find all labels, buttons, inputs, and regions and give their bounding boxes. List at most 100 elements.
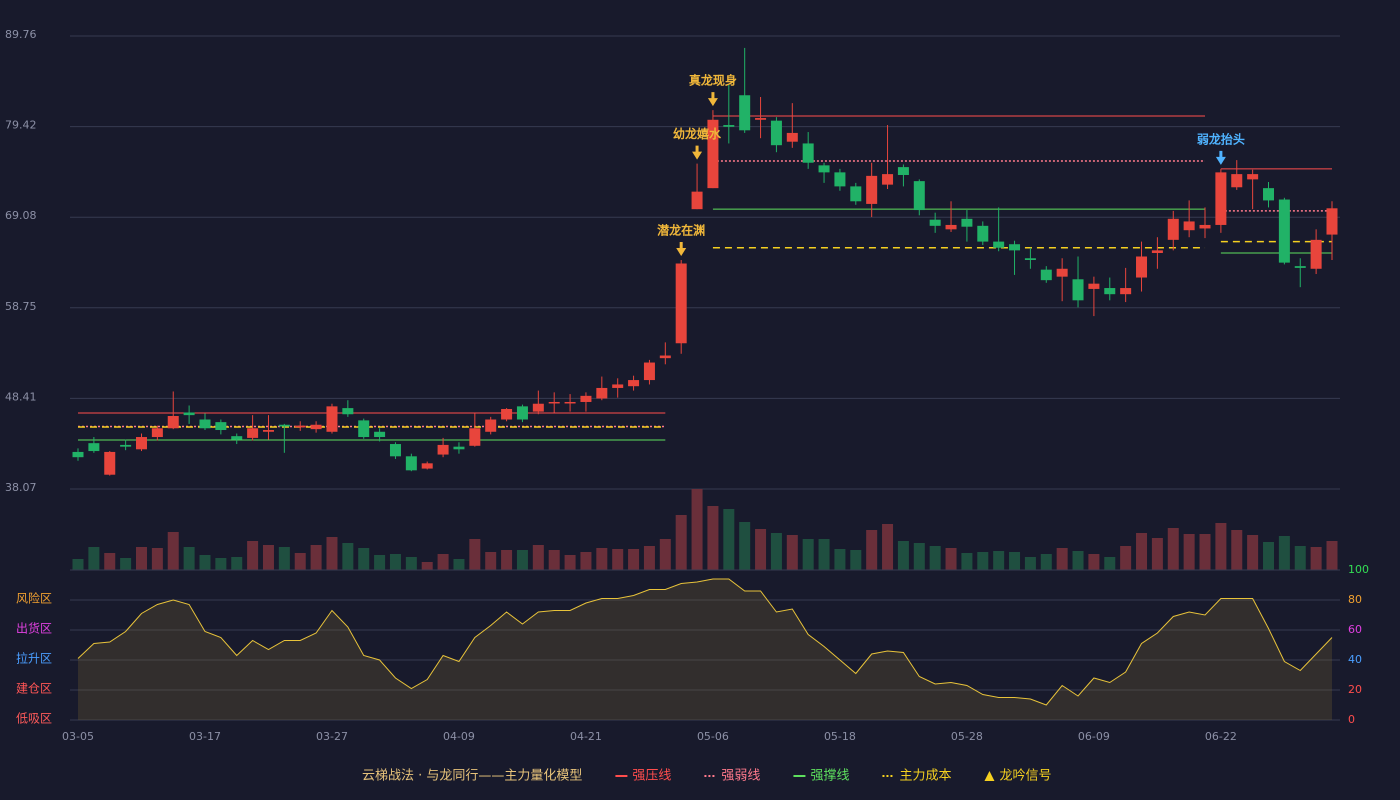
candle-body: [1009, 244, 1021, 251]
candle-body: [1151, 250, 1163, 253]
candle-body: [516, 406, 528, 420]
candle-body: [469, 428, 481, 446]
volume-bar: [501, 550, 513, 570]
volume-bar: [850, 550, 862, 570]
signal-label: 真龙现身: [689, 73, 737, 88]
volume-bar: [1056, 548, 1068, 570]
volume-bar: [1215, 523, 1227, 570]
candle-body: [1215, 172, 1227, 225]
candle-body: [913, 181, 925, 211]
candle-body: [183, 412, 195, 416]
zone-label: 低吸区: [16, 712, 52, 726]
volume-bar: [1009, 552, 1021, 570]
candle-body: [755, 118, 767, 120]
candle-body: [945, 224, 957, 230]
volume-bar: [977, 552, 989, 570]
volume-bar: [1072, 551, 1084, 570]
signal-arrow: [707, 92, 718, 107]
y-tick-label: 89.76: [5, 28, 37, 41]
volume-bar: [628, 549, 640, 570]
volume-bar: [453, 559, 465, 570]
x-tick-label: 05-18: [824, 730, 856, 743]
candle-body: [342, 408, 354, 415]
volume-bar: [802, 539, 814, 570]
candle-body: [104, 451, 116, 475]
volume-bar: [1183, 534, 1195, 570]
legend-label: 强弱线: [721, 769, 760, 784]
volume-bar: [913, 543, 925, 570]
candle-body: [167, 415, 179, 429]
candle-body: [1040, 269, 1052, 281]
candle-body: [739, 95, 751, 131]
volume-bar: [278, 547, 290, 570]
volume-bar: [866, 530, 878, 570]
volume-bar: [1040, 554, 1052, 570]
volume-bar: [262, 545, 274, 570]
candle-body: [818, 165, 830, 173]
volume-bar: [88, 547, 100, 570]
volume-bar: [818, 539, 830, 570]
volume-bar: [643, 546, 655, 570]
candle-body: [548, 401, 560, 404]
y-tick-label: 80: [1348, 593, 1362, 606]
legend-swatch: [984, 771, 995, 781]
candle-body: [294, 425, 306, 428]
candle-body: [1024, 258, 1036, 261]
candle-body: [389, 444, 401, 457]
signal-arrow: [676, 242, 687, 257]
candle-body: [278, 424, 290, 427]
candle-body: [1231, 174, 1243, 188]
x-tick-label: 05-28: [951, 730, 983, 743]
volume-bar: [485, 552, 497, 570]
y-tick-label: 79.42: [5, 119, 37, 132]
volume-bar: [961, 553, 973, 570]
volume-bar: [1326, 541, 1338, 570]
y-tick-label: 40: [1348, 653, 1362, 666]
candle-body: [1167, 218, 1179, 240]
candle-body: [135, 437, 147, 450]
legend-label: 强撑线: [810, 769, 849, 784]
candle-body: [691, 191, 703, 210]
candle-body: [215, 422, 227, 431]
candle-body: [310, 424, 322, 430]
volume-bar: [882, 524, 894, 570]
volume-bar: [612, 549, 624, 570]
zone-label: 出货区: [16, 621, 52, 636]
volume-bar: [72, 559, 84, 570]
x-tick-label: 03-27: [316, 730, 348, 743]
candle-body: [1088, 283, 1100, 289]
candle-body: [802, 143, 814, 163]
candle-body: [72, 451, 84, 458]
volume-bar: [580, 552, 592, 570]
volume-bar: [1231, 530, 1243, 570]
volume-bar: [1167, 528, 1179, 570]
volume-bar: [755, 529, 767, 570]
signal-label: 潜龙在渊: [657, 223, 705, 238]
candle-body: [723, 125, 735, 127]
y-tick-label: 48.41: [5, 390, 37, 403]
candle-body: [580, 395, 592, 402]
volume-bar: [786, 535, 798, 570]
volume-bar: [532, 545, 544, 570]
candle-body: [437, 444, 449, 455]
y-tick-label: 38.07: [5, 481, 37, 494]
zone-label: 建仓区: [16, 682, 52, 696]
volume-bar: [167, 532, 179, 570]
volume-bar: [596, 548, 608, 570]
candle-body: [628, 380, 640, 387]
candle-body: [1183, 221, 1195, 231]
x-tick-label: 03-17: [189, 730, 221, 743]
signal-label: 幼龙嬉水: [673, 126, 722, 141]
candle-body: [659, 355, 671, 359]
volume-bar: [1024, 557, 1036, 570]
volume-bar: [1120, 546, 1132, 570]
volume-bar: [437, 554, 449, 570]
x-tick-label: 03-05: [62, 730, 94, 743]
candle-body: [199, 419, 211, 429]
volume-bar: [389, 554, 401, 570]
x-tick-label: 05-06: [697, 730, 729, 743]
candle-body: [1199, 224, 1211, 229]
candle-body: [1136, 256, 1148, 278]
candle-body: [1056, 268, 1068, 277]
signal-label: 弱龙抬头: [1197, 131, 1245, 146]
